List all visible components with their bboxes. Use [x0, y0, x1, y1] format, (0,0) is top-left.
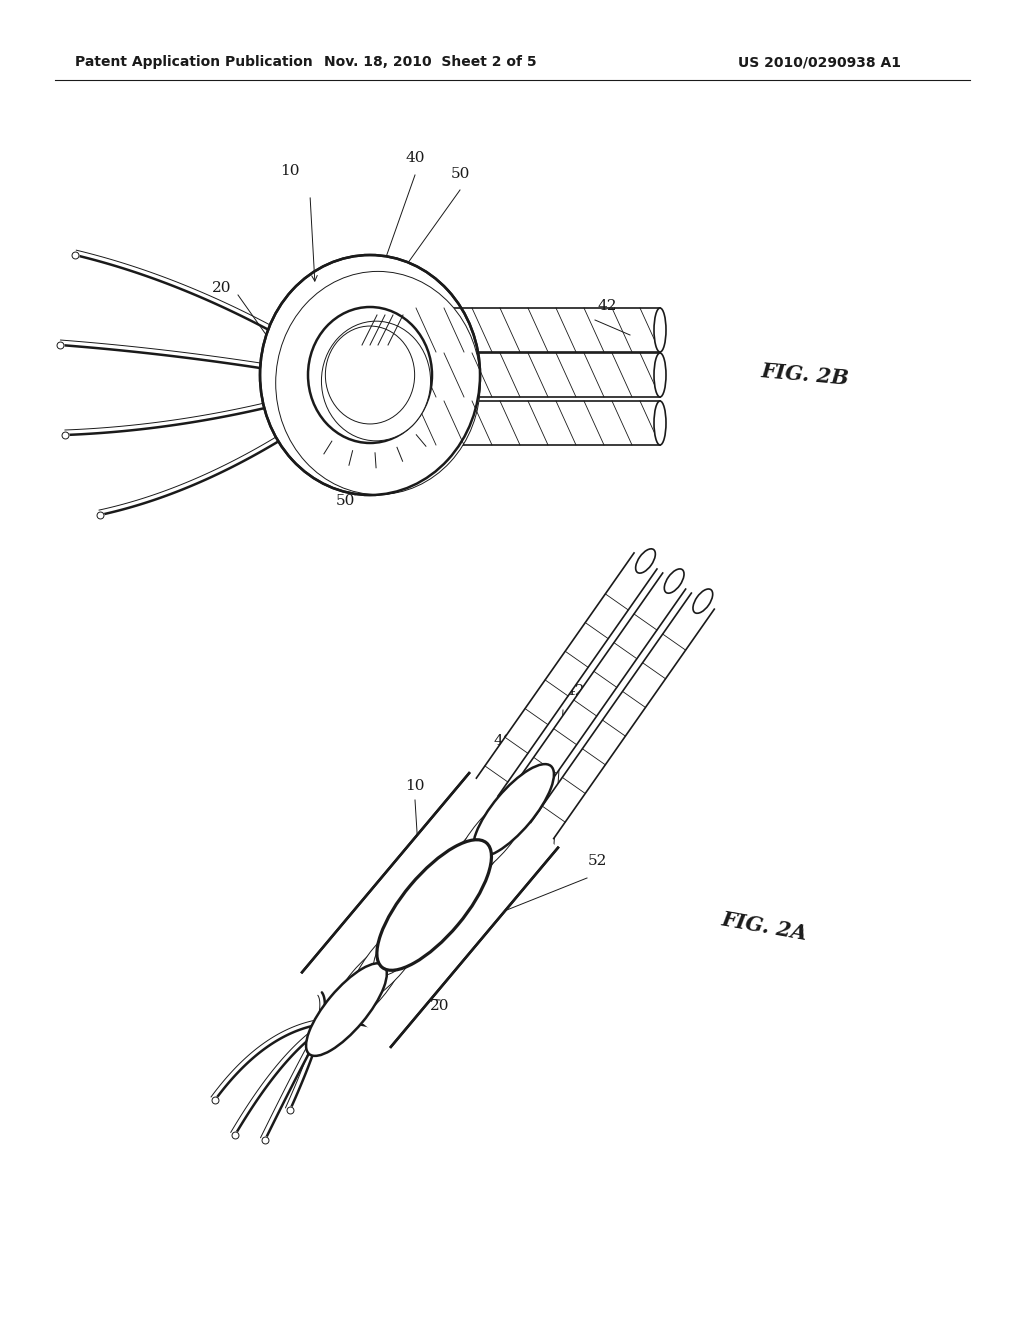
Text: FIG. 2B: FIG. 2B	[760, 362, 850, 389]
Text: 52: 52	[588, 854, 607, 869]
Text: 50: 50	[335, 494, 354, 508]
Polygon shape	[530, 593, 715, 838]
Ellipse shape	[326, 326, 415, 424]
Polygon shape	[302, 774, 558, 1047]
Text: 50: 50	[451, 168, 470, 181]
Text: 42: 42	[597, 300, 616, 313]
Ellipse shape	[308, 308, 432, 444]
Ellipse shape	[434, 817, 509, 903]
Bar	[401, 308, 660, 352]
Text: 40: 40	[493, 734, 512, 748]
Text: 10: 10	[281, 164, 300, 178]
Ellipse shape	[306, 964, 387, 1056]
Bar	[401, 352, 660, 397]
Ellipse shape	[377, 840, 492, 970]
Ellipse shape	[654, 308, 666, 352]
Ellipse shape	[322, 321, 430, 441]
Ellipse shape	[260, 255, 480, 495]
Ellipse shape	[351, 917, 426, 1003]
Ellipse shape	[275, 272, 480, 495]
Ellipse shape	[693, 589, 713, 614]
Text: 10: 10	[406, 779, 425, 793]
Ellipse shape	[636, 549, 655, 573]
Ellipse shape	[473, 764, 554, 857]
Polygon shape	[473, 553, 657, 799]
Ellipse shape	[665, 569, 684, 593]
Text: Nov. 18, 2010  Sheet 2 of 5: Nov. 18, 2010 Sheet 2 of 5	[324, 55, 537, 69]
Ellipse shape	[395, 871, 464, 949]
Text: Patent Application Publication: Patent Application Publication	[75, 55, 312, 69]
Text: FIG. 2A: FIG. 2A	[720, 909, 809, 944]
Ellipse shape	[415, 843, 486, 927]
Text: 20: 20	[212, 281, 231, 294]
Text: US 2010/0290938 A1: US 2010/0290938 A1	[738, 55, 901, 69]
Ellipse shape	[329, 940, 407, 1030]
Ellipse shape	[654, 401, 666, 445]
Text: 40: 40	[406, 150, 425, 165]
Ellipse shape	[454, 791, 531, 880]
Bar	[401, 401, 660, 445]
Text: 20: 20	[430, 999, 450, 1012]
Polygon shape	[502, 573, 686, 818]
Ellipse shape	[654, 352, 666, 397]
Ellipse shape	[374, 894, 445, 975]
Text: 42: 42	[565, 684, 585, 698]
